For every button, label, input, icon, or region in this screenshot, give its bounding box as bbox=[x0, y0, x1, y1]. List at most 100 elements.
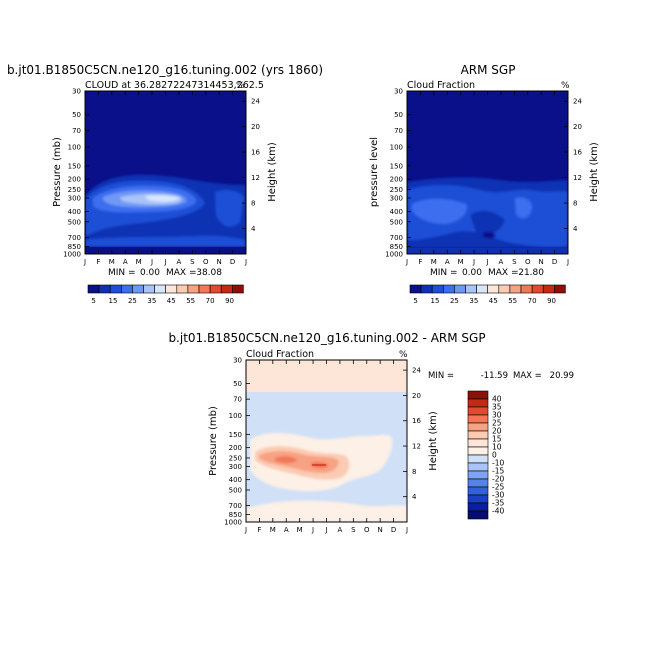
y-tick-label: 70 bbox=[394, 127, 403, 135]
legend-swatch bbox=[467, 470, 489, 480]
legend-label: -10 bbox=[492, 459, 504, 468]
height-tick-label: 16 bbox=[251, 149, 260, 157]
legend-label: -15 bbox=[492, 467, 504, 476]
stat-min-label: MIN = bbox=[108, 268, 136, 278]
x-tick-label: S bbox=[512, 258, 517, 266]
legend-swatch bbox=[198, 284, 211, 294]
x-tick-label: O bbox=[364, 526, 370, 534]
x-tick-label: A bbox=[338, 526, 343, 534]
y-tick-label: 850 bbox=[390, 243, 403, 251]
contour-upper bbox=[246, 360, 407, 392]
height-tick-label: 16 bbox=[573, 149, 582, 157]
height-tick-label: 24 bbox=[412, 367, 421, 375]
height-tick-label: 24 bbox=[251, 98, 260, 106]
y-tick-label: 850 bbox=[68, 243, 81, 251]
contour-low-mid bbox=[470, 210, 505, 235]
legend-label: 5 bbox=[413, 297, 417, 305]
panel-diff-units: % bbox=[399, 350, 408, 360]
legend-label: 70 bbox=[528, 297, 537, 305]
x-tick-label: M bbox=[136, 258, 142, 266]
height-tick-label: 4 bbox=[412, 493, 417, 501]
height-tick-label: 16 bbox=[412, 417, 421, 425]
contour-20a bbox=[275, 456, 298, 464]
legend-label: 90 bbox=[547, 297, 556, 305]
legend-swatch bbox=[467, 430, 489, 440]
legend-label: 70 bbox=[206, 297, 215, 305]
legend-swatch bbox=[476, 284, 489, 294]
x-tick-label: M bbox=[109, 258, 115, 266]
stat-max-value: 21.80 bbox=[518, 268, 544, 278]
y-tick-label: 700 bbox=[68, 234, 81, 242]
legend-label: 15 bbox=[431, 297, 440, 305]
legend-swatch bbox=[542, 284, 555, 294]
legend-swatch bbox=[467, 502, 489, 512]
panel-diff-title: b.jt01.B1850C5CN.ne120_g16.tuning.002 - … bbox=[168, 331, 485, 345]
panel-model-units: % bbox=[236, 81, 245, 91]
panel-obs-ylabel-right: Height (km) bbox=[589, 142, 600, 202]
x-tick-label: A bbox=[284, 526, 289, 534]
legend-swatch bbox=[465, 284, 477, 294]
panel-model: b.jt01.B1850C5CN.ne120_g16.tuning.002 (y… bbox=[7, 63, 323, 305]
y-tick-label: 50 bbox=[233, 380, 242, 388]
legend-label: 35 bbox=[147, 297, 156, 305]
legend-label: 30 bbox=[492, 411, 502, 420]
y-tick-label: 150 bbox=[68, 162, 81, 170]
legend-swatch bbox=[487, 284, 500, 294]
legend-swatch bbox=[132, 284, 144, 294]
legend-label: 15 bbox=[109, 297, 118, 305]
panel-model-title: b.jt01.B1850C5CN.ne120_g16.tuning.002 (y… bbox=[7, 63, 323, 77]
y-tick-label: 50 bbox=[394, 111, 403, 119]
panel-diff-ylabel-left: Pressure (mb) bbox=[208, 406, 219, 476]
x-tick-label: J bbox=[324, 526, 327, 534]
height-tick-label: 24 bbox=[573, 98, 582, 106]
stat-max-value: 38.08 bbox=[196, 268, 222, 278]
x-tick-label: N bbox=[217, 258, 222, 266]
y-tick-label: 500 bbox=[229, 486, 242, 494]
x-tick-label: A bbox=[445, 258, 450, 266]
legend-swatch bbox=[467, 406, 489, 416]
legend-swatch bbox=[442, 284, 455, 294]
y-tick-label: 300 bbox=[229, 463, 242, 471]
height-tick-label: 20 bbox=[251, 123, 260, 131]
y-tick-label: 150 bbox=[229, 431, 242, 439]
y-tick-label: 100 bbox=[68, 143, 81, 151]
x-tick-label: N bbox=[378, 526, 383, 534]
panel-model-contours bbox=[85, 91, 246, 254]
stat-min-value: 0.00 bbox=[140, 268, 160, 278]
panel-obs: ARM SGP Cloud Fraction % J F M A M J J A S O N D J30… bbox=[369, 63, 600, 305]
legend-swatch bbox=[98, 284, 111, 294]
x-tick-label: D bbox=[391, 526, 396, 534]
legend-swatch bbox=[165, 284, 178, 294]
stat-min-value: 0.00 bbox=[462, 268, 482, 278]
x-tick-label: F bbox=[96, 258, 100, 266]
legend-label: -30 bbox=[492, 491, 504, 500]
y-tick-label: 250 bbox=[390, 186, 403, 194]
legend-label: 35 bbox=[492, 403, 502, 412]
panel-diff-contours bbox=[246, 360, 407, 522]
legend-swatch bbox=[467, 438, 489, 448]
x-tick-label: O bbox=[525, 258, 531, 266]
height-tick-label: 4 bbox=[251, 225, 256, 233]
height-tick-label: 20 bbox=[412, 392, 421, 400]
legend-label: -35 bbox=[492, 499, 504, 508]
legend-swatch bbox=[467, 422, 489, 432]
contour-25b bbox=[215, 189, 244, 227]
y-tick-label: 1000 bbox=[63, 251, 81, 259]
panel-diff: b.jt01.B1850C5CN.ne120_g16.tuning.002 - … bbox=[168, 331, 574, 534]
legend-swatch bbox=[509, 284, 522, 294]
x-tick-label: M bbox=[431, 258, 437, 266]
panel-model-ylabel-right: Height (km) bbox=[267, 142, 278, 202]
legend-swatch bbox=[467, 398, 489, 408]
x-tick-label: J bbox=[311, 526, 314, 534]
panel-model-subtitle: CLOUD at 36.28272247314453,262.5 bbox=[85, 80, 264, 91]
x-tick-label: J bbox=[163, 258, 166, 266]
x-tick-label: J bbox=[405, 258, 408, 266]
legend-swatch bbox=[143, 284, 155, 294]
stat-min-value: -11.59 bbox=[481, 371, 508, 381]
legend-label: 0 bbox=[492, 451, 497, 460]
contour-35b bbox=[515, 197, 532, 219]
panel-obs-title: ARM SGP bbox=[461, 63, 516, 77]
legend-swatch bbox=[467, 462, 489, 472]
x-tick-label: D bbox=[230, 258, 235, 266]
